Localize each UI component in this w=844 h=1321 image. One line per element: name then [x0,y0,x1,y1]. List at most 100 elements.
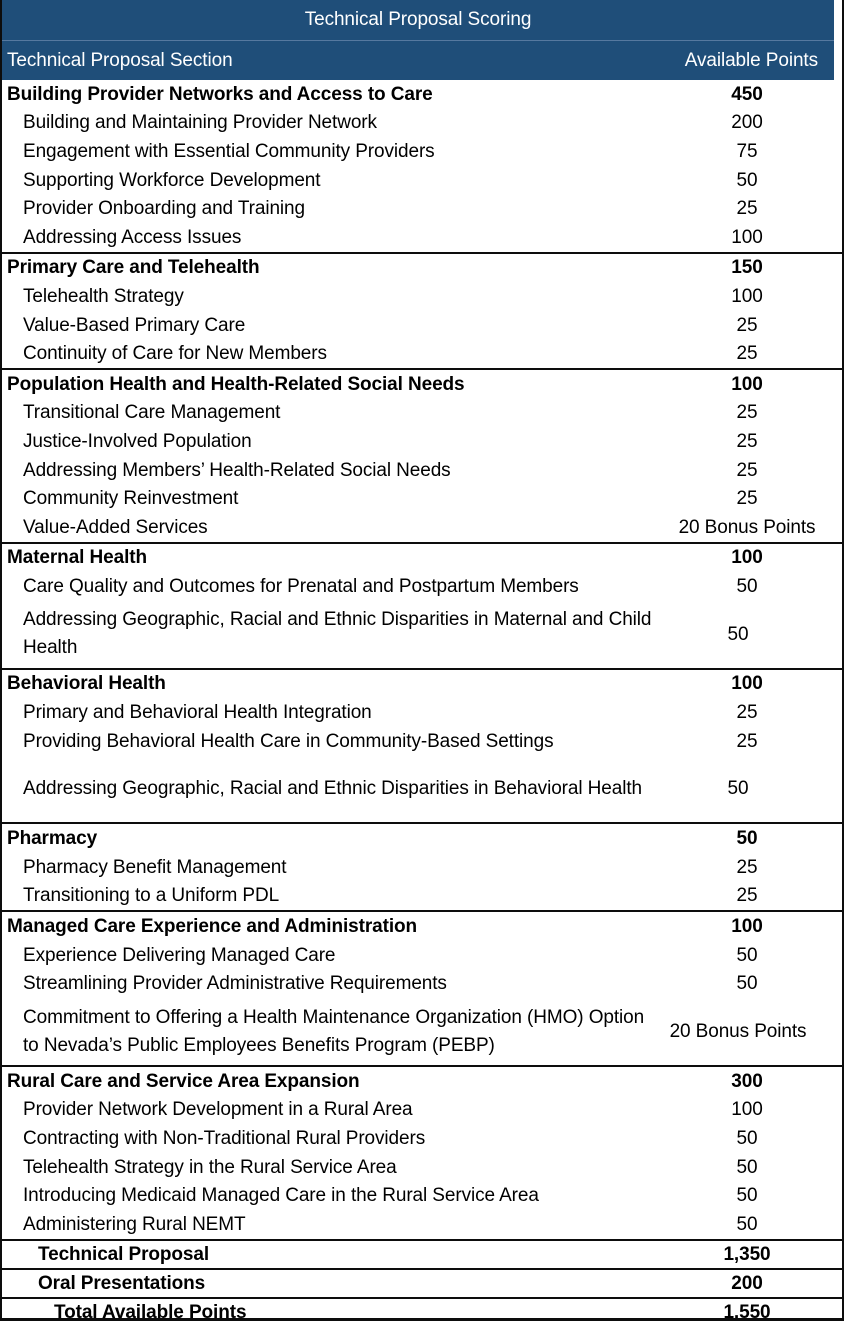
subsection-row: Continuity of Care for New Members 25 [2,339,842,368]
subsection-row: Addressing Geographic, Racial and Ethnic… [2,601,842,668]
total-points: 1,350 [723,1243,771,1265]
section-name: Maternal Health [7,547,147,569]
subsection-row: Introducing Medicaid Managed Care in the… [2,1181,842,1210]
subsection-points: 25 [736,856,758,878]
section-block: Behavioral Health 100 Primary and Behavior… [2,667,842,823]
section-name: Rural Care and Service Area Expansion [7,1070,360,1092]
subsection-label: Care Quality and Outcomes for Prenatal a… [23,575,579,597]
subsection-row: Provider Network Development in a Rural … [2,1096,842,1125]
subsection-row: Telehealth Strategy 100 [2,282,842,311]
section-header-row: Behavioral Health 100 [2,670,842,699]
subsection-points: 50 [736,944,758,966]
subsection-row: Addressing Access Issues 100 [2,223,842,252]
section-name: Primary Care and Telehealth [7,257,260,279]
subsection-label: Providing Behavioral Health Care in Comm… [23,730,554,752]
subsection-points: 200 [731,112,763,134]
subsection-row: Pharmacy Benefit Management 25 [2,853,842,882]
subsection-row: Value-Based Primary Care 25 [2,311,842,340]
subsection-points: 50 [736,973,758,995]
subsection-row: Community Reinvestment 25 [2,484,842,513]
subsection-points: 25 [736,885,758,907]
subsection-points: 25 [736,430,758,452]
subsection-row: Transitional Care Management 25 [2,399,842,428]
subsection-label: Justice-Involved Population [23,430,252,452]
subsection-label: Pharmacy Benefit Management [23,856,287,878]
subsection-points: 25 [736,198,758,220]
section-name: Pharmacy [7,828,98,850]
section-block: Pharmacy 50 Pharmacy Benefit Management 25 T… [2,822,842,910]
subsection-label: Commitment to Offering a Health Maintena… [23,1006,645,1056]
section-block: Rural Care and Service Area Expansion 300… [2,1065,842,1239]
subsection-points: 50 [736,1156,758,1178]
subsection-row: Care Quality and Outcomes for Prenatal a… [2,572,842,601]
subsection-label: Building and Maintaining Provider Networ… [23,112,377,134]
subsection-label: Value-Added Services [23,516,208,538]
subsection-label: Supporting Workforce Development [23,169,321,191]
subsection-points: 25 [736,730,758,752]
section-header-row: Maternal Health 100 [2,544,842,573]
column-header-row: Technical Proposal Section Available Poi… [2,40,834,80]
section-name: Managed Care Experience and Administrati… [7,916,418,938]
section-header-row: Primary Care and Telehealth 150 [2,254,842,283]
subsection-row: Addressing Geographic, Racial and Ethnic… [2,755,842,822]
subsection-label: Introducing Medicaid Managed Care in the… [23,1185,539,1207]
section-block: Maternal Health 100 Care Quality and Outco… [2,541,842,668]
column-header-points: Available Points [684,49,818,71]
table-title-row: Technical Proposal Scoring [2,0,834,40]
subsection-label: Provider Onboarding and Training [23,198,305,220]
section-header-row: Managed Care Experience and Administrati… [2,912,842,941]
subsection-points: 25 [736,343,758,365]
section-points: 450 [731,83,763,105]
section-header-row: Pharmacy 50 [2,824,842,853]
subsection-points: 100 [731,285,763,307]
subsection-row: Providing Behavioral Health Care in Comm… [2,727,842,756]
subsection-points: 75 [736,140,758,162]
subsection-label: Streamlining Provider Administrative Req… [23,973,447,995]
subsection-points: 25 [736,314,758,336]
subsection-label: Addressing Members’ Health-Related Socia… [23,459,451,481]
total-label: Technical Proposal [38,1243,210,1265]
section-points: 300 [731,1070,763,1092]
subsection-row: Contracting with Non-Traditional Rural P… [2,1124,842,1153]
section-points: 150 [731,257,763,279]
subsection-row: Engagement with Essential Community Prov… [2,137,842,166]
subsection-points: 25 [736,402,758,424]
section-header-row: Population Health and Health-Related Soc… [2,370,842,399]
subsection-label: Addressing Geographic, Racial and Ethnic… [23,609,652,659]
subsection-label: Addressing Access Issues [23,226,242,248]
subsection-label: Continuity of Care for New Members [23,343,327,365]
section-name: Behavioral Health [7,673,166,695]
section-header-row: Building Provider Networks and Access to… [2,80,842,109]
subsection-label: Experience Delivering Managed Care [23,944,336,966]
subsection-points: 50 [727,778,749,800]
total-row: Technical Proposal 1,350 [2,1238,842,1268]
section-block: Managed Care Experience and Administrati… [2,910,842,1065]
section-points: 100 [731,547,763,569]
subsection-label: Telehealth Strategy [23,285,184,307]
section-block: Population Health and Health-Related Soc… [2,367,842,542]
subsection-row: Provider Onboarding and Training 25 [2,194,842,223]
total-row: Oral Presentations 200 [2,1267,842,1297]
column-header-section: Technical Proposal Section [7,49,233,71]
subsection-row: Primary and Behavioral Health Integratio… [2,698,842,727]
subsection-label: Transitional Care Management [23,402,281,424]
subsection-label: Provider Network Development in a Rural … [23,1099,413,1121]
subsection-row: Justice-Involved Population 25 [2,427,842,456]
subsection-row: Telehealth Strategy in the Rural Service… [2,1153,842,1182]
subsection-row: Administering Rural NEMT 50 [2,1210,842,1239]
section-points: 100 [731,673,763,695]
subsection-row: Addressing Members’ Health-Related Socia… [2,456,842,485]
total-label: Total Available Points [54,1301,247,1321]
subsection-row: Transitioning to a Uniform PDL 25 [2,882,842,911]
subsection-label: Administering Rural NEMT [23,1213,246,1235]
subsection-label: Community Reinvestment [23,488,239,510]
section-points: 50 [736,828,758,850]
subsection-label: Primary and Behavioral Health Integratio… [23,702,372,724]
section-block: Primary Care and Telehealth 150 Telehealth… [2,251,842,368]
table-header-band: Technical Proposal Scoring Technical Pro… [2,0,834,80]
subsection-label: Engagement with Essential Community Prov… [23,140,435,162]
subsection-label: Contracting with Non-Traditional Rural P… [23,1128,426,1150]
section-name: Population Health and Health-Related Soc… [7,373,465,395]
subsection-points: 20 Bonus Points [669,1021,807,1043]
